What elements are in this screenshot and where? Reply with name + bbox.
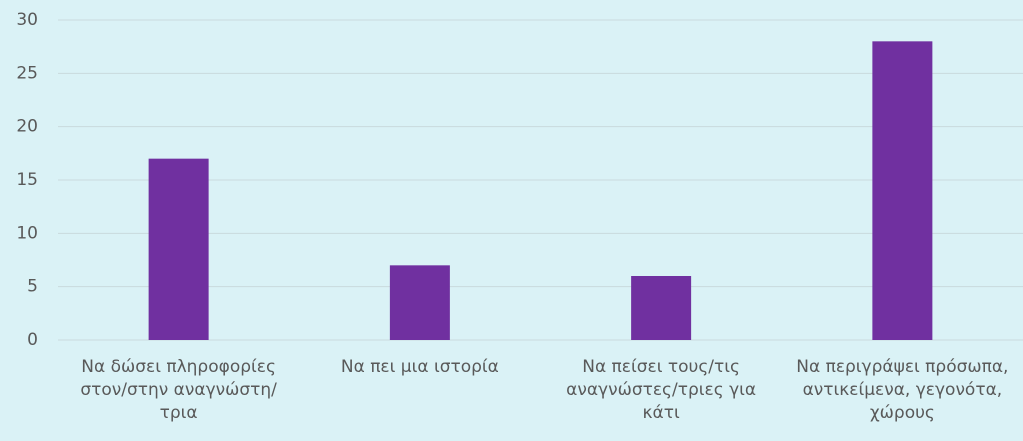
- y-tick-label: 5: [27, 277, 38, 297]
- y-tick-label: 30: [16, 10, 38, 30]
- y-tick-label: 25: [16, 63, 38, 83]
- x-tick-label: Να περιγράψει πρόσωπα, αντικείμενα, γεγο…: [796, 357, 1009, 423]
- y-tick-label: 20: [16, 117, 38, 137]
- bar: [389, 265, 450, 340]
- bar: [872, 41, 933, 340]
- x-tick-label: Να πει μια ιστορία: [340, 357, 499, 377]
- y-tick-label: 0: [27, 330, 38, 350]
- x-tick-label: Να δώσει πληροφορίες στον/στην αναγνώστη…: [80, 357, 277, 423]
- y-tick-label: 10: [16, 223, 38, 243]
- bar: [148, 158, 209, 340]
- x-tick-label: Να πείσει τους/τις αναγνώστες/τριες για …: [566, 357, 757, 423]
- bar: [631, 276, 692, 340]
- y-tick-label: 15: [16, 170, 38, 190]
